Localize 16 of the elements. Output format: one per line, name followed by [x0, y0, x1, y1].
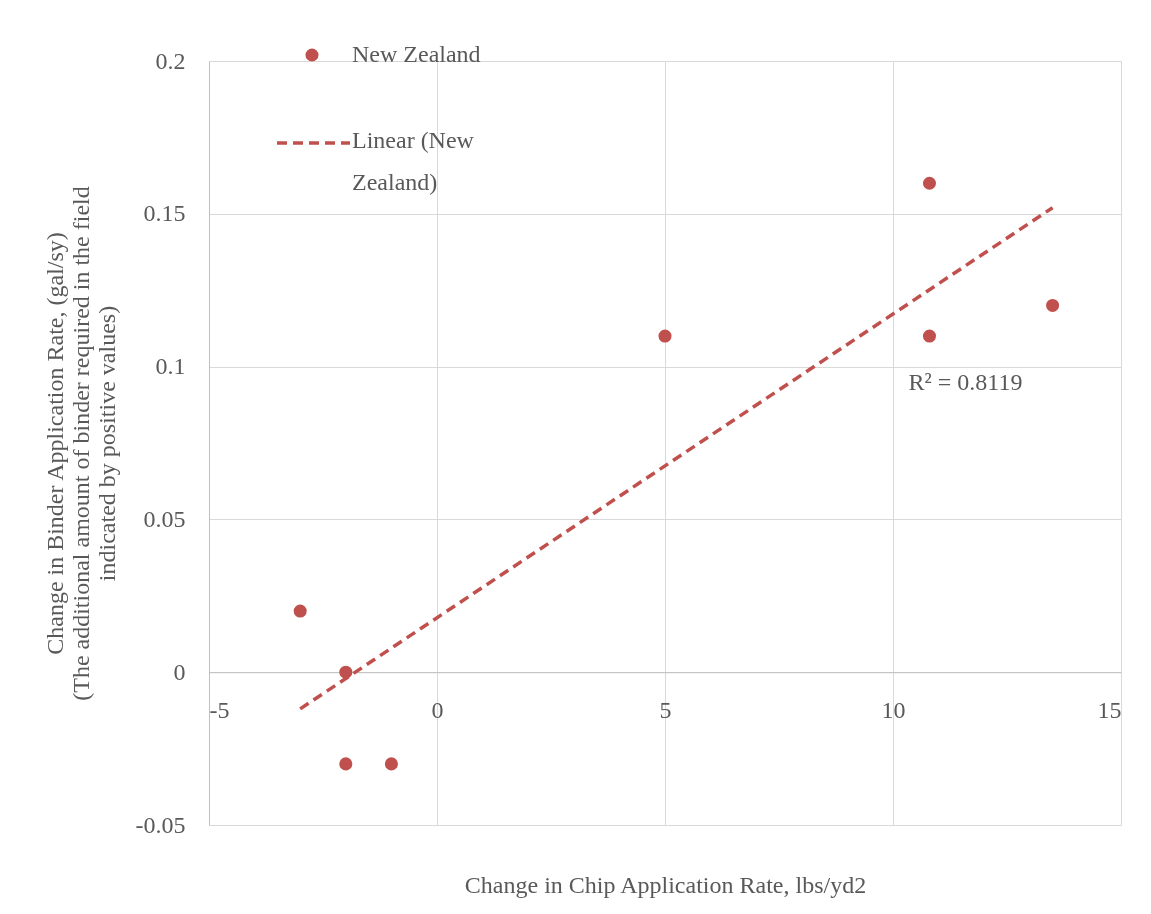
x-tick-label: 15	[1097, 696, 1122, 723]
y-tick-label: 0.15	[143, 200, 186, 227]
y-tick-label: -0.05	[135, 811, 186, 838]
y-tick-label: 0	[173, 658, 186, 685]
y-tick-label: 0.05	[143, 505, 186, 532]
x-tick-label: 0	[431, 696, 444, 723]
legend-label: New Zealand	[352, 41, 481, 67]
legend-label: Linear (New Zealand)	[352, 127, 475, 195]
x-tick-label: 10	[881, 696, 906, 723]
annotation: R² = 0.8119	[908, 368, 1023, 395]
y-tick-label: 0.2	[155, 47, 186, 74]
x-tick-label: 5	[659, 696, 672, 723]
y-axis-title: Change in Binder Application Rate, (gal/sy) (The additional amount of binder required in the field indicated by positive values)	[41, 186, 120, 701]
y-tick-label: 0.1	[155, 353, 186, 380]
x-tick-label: -5	[209, 696, 230, 723]
x-axis-title: Change in Chip Application Rate, lbs/yd2	[464, 871, 867, 898]
